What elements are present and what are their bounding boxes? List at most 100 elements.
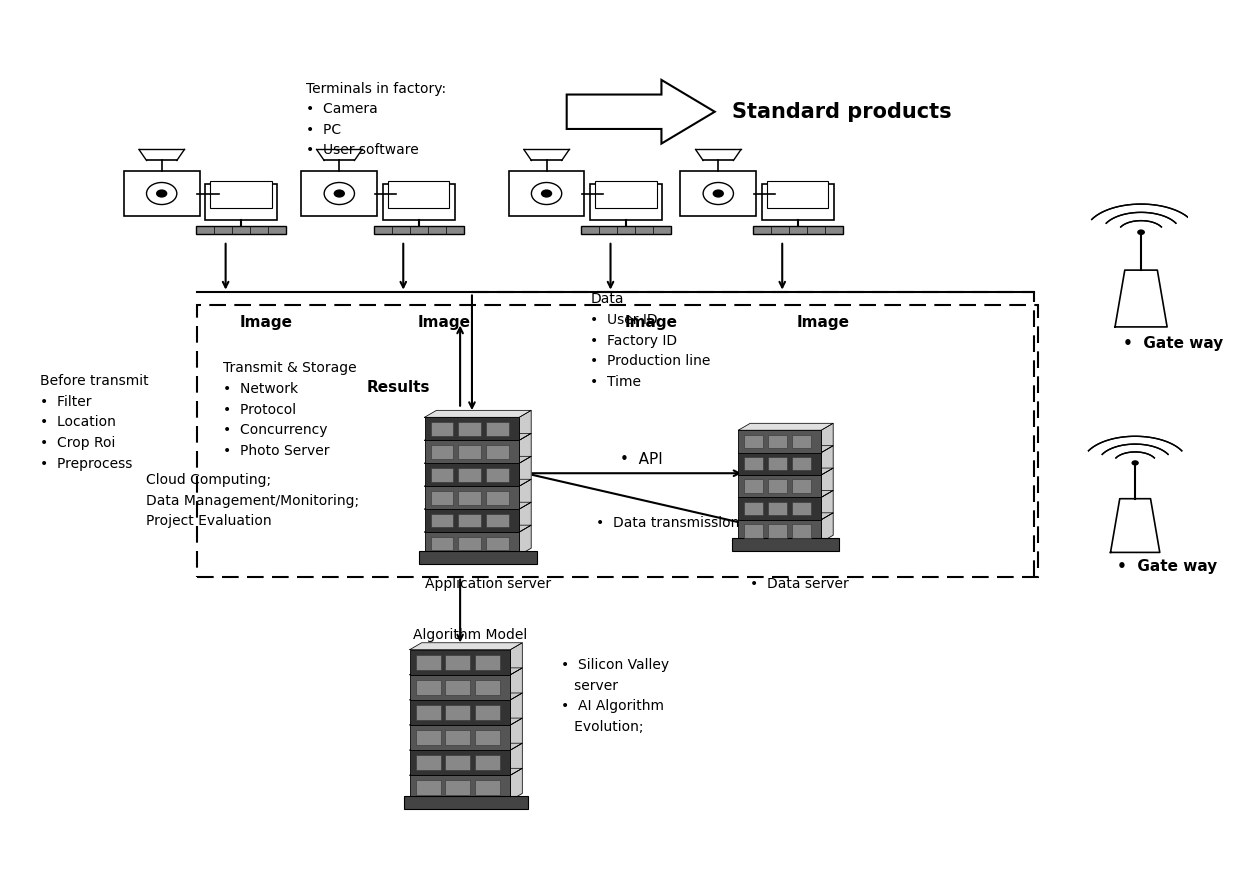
Polygon shape [424,456,531,463]
FancyBboxPatch shape [486,421,508,435]
FancyBboxPatch shape [768,182,828,209]
Polygon shape [409,718,522,725]
FancyBboxPatch shape [458,468,481,481]
Polygon shape [821,513,833,542]
FancyBboxPatch shape [445,730,470,745]
FancyBboxPatch shape [486,445,508,459]
Polygon shape [821,468,833,497]
Circle shape [1131,461,1138,466]
FancyBboxPatch shape [424,417,520,441]
FancyBboxPatch shape [445,680,470,695]
FancyBboxPatch shape [373,226,464,235]
FancyBboxPatch shape [409,674,511,700]
FancyBboxPatch shape [415,780,440,795]
Text: Image: Image [625,315,678,330]
Text: Terminals in factory:
•  Camera
•  PC
•  User software: Terminals in factory: • Camera • PC • Us… [306,82,446,157]
Polygon shape [738,423,833,430]
FancyBboxPatch shape [430,514,454,527]
Polygon shape [520,502,531,532]
FancyBboxPatch shape [424,532,520,555]
FancyBboxPatch shape [768,480,787,493]
Polygon shape [738,468,833,475]
FancyBboxPatch shape [733,538,839,551]
Text: •  Data transmission: • Data transmission [596,516,740,530]
Circle shape [1137,229,1145,235]
FancyBboxPatch shape [768,501,787,515]
FancyBboxPatch shape [211,182,272,209]
Text: •  Silicon Valley
   server
•  AI Algorithm
   Evolution;: • Silicon Valley server • AI Algorithm E… [560,659,668,734]
FancyBboxPatch shape [458,421,481,435]
Polygon shape [424,480,531,486]
Polygon shape [511,693,522,725]
Polygon shape [1111,499,1159,553]
FancyBboxPatch shape [486,537,508,550]
FancyBboxPatch shape [744,524,764,538]
FancyBboxPatch shape [415,755,440,770]
Polygon shape [409,743,522,750]
FancyBboxPatch shape [768,457,787,470]
FancyBboxPatch shape [409,775,511,800]
FancyBboxPatch shape [430,421,454,435]
FancyBboxPatch shape [486,491,508,505]
Polygon shape [520,456,531,486]
FancyBboxPatch shape [424,509,520,532]
FancyBboxPatch shape [404,796,528,809]
Polygon shape [738,490,833,497]
FancyBboxPatch shape [475,730,500,745]
Polygon shape [1115,270,1167,327]
Polygon shape [424,525,531,532]
FancyBboxPatch shape [409,700,511,725]
FancyBboxPatch shape [430,445,454,459]
FancyBboxPatch shape [791,501,811,515]
FancyBboxPatch shape [475,654,500,670]
FancyBboxPatch shape [738,475,821,497]
Text: Cloud Computing;
Data Management/Monitoring;
Project Evaluation: Cloud Computing; Data Management/Monitor… [146,474,360,528]
FancyBboxPatch shape [486,514,508,527]
Polygon shape [520,434,531,463]
Polygon shape [738,446,833,453]
FancyBboxPatch shape [424,463,520,486]
FancyBboxPatch shape [445,755,470,770]
FancyBboxPatch shape [415,730,440,745]
Polygon shape [511,743,522,775]
FancyBboxPatch shape [768,434,787,448]
FancyBboxPatch shape [458,445,481,459]
Text: Data
•  User ID
•  Factory ID
•  Production line
•  Time: Data • User ID • Factory ID • Production… [590,293,711,389]
Polygon shape [409,643,522,650]
FancyBboxPatch shape [595,182,656,209]
FancyBboxPatch shape [419,551,537,564]
Polygon shape [511,643,522,674]
FancyBboxPatch shape [415,654,440,670]
Polygon shape [511,668,522,700]
Circle shape [541,189,552,197]
FancyBboxPatch shape [791,434,811,448]
FancyBboxPatch shape [388,182,449,209]
FancyBboxPatch shape [744,480,764,493]
Polygon shape [738,513,833,520]
FancyBboxPatch shape [445,780,470,795]
Text: Transmit & Storage
•  Network
•  Protocol
•  Concurrency
•  Photo Server: Transmit & Storage • Network • Protocol … [223,362,357,458]
Text: Algorithm Model: Algorithm Model [413,628,527,642]
Polygon shape [821,446,833,475]
Text: •  Data server: • Data server [750,576,849,591]
Polygon shape [511,718,522,750]
FancyBboxPatch shape [791,524,811,538]
Polygon shape [409,668,522,674]
Text: •  Gate way: • Gate way [1117,560,1218,574]
Circle shape [713,189,724,197]
Polygon shape [821,423,833,453]
FancyBboxPatch shape [791,480,811,493]
FancyBboxPatch shape [458,514,481,527]
Text: Image: Image [796,315,849,330]
FancyBboxPatch shape [430,491,454,505]
FancyBboxPatch shape [738,520,821,542]
Text: •  API: • API [620,452,662,468]
Polygon shape [424,410,531,417]
Polygon shape [511,768,522,800]
FancyBboxPatch shape [458,537,481,550]
Text: Standard products: Standard products [733,102,952,122]
FancyBboxPatch shape [738,497,821,520]
FancyBboxPatch shape [415,680,440,695]
FancyBboxPatch shape [445,705,470,720]
Polygon shape [567,80,714,143]
